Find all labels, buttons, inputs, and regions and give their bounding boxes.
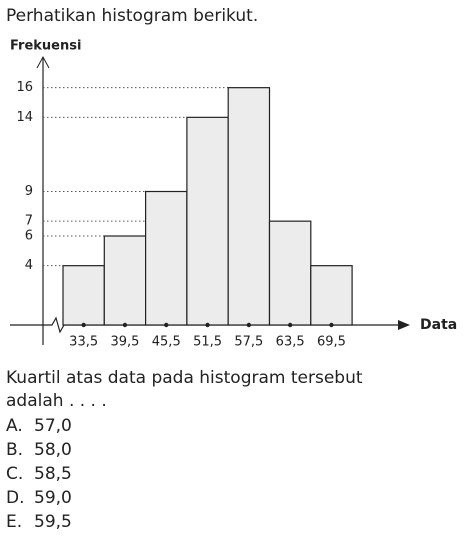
intro: Perhatikan histogram berikut. — [6, 6, 258, 26]
x-axis-label: Data — [420, 317, 457, 333]
bar — [310, 265, 353, 326]
x-tick-dot — [164, 322, 169, 328]
option-letter: E. — [6, 512, 22, 532]
y-axis-label: Frekuensi — [10, 39, 81, 54]
bar — [268, 220, 312, 326]
x-tick-dot — [122, 322, 128, 328]
y-arrow — [36, 55, 50, 69]
x-tick-label: 69,5 — [317, 335, 346, 350]
y-tick-label: 7 — [25, 214, 33, 229]
option-text: 57,0 — [34, 416, 72, 436]
y-tick-label: 6 — [25, 229, 33, 244]
x-tick-label: 45,5 — [152, 335, 181, 350]
x-tick-label: 39,5 — [110, 335, 139, 350]
x-tick-label: 63,5 — [276, 335, 305, 350]
y-tick-label: 4 — [25, 258, 33, 273]
bar — [227, 87, 271, 326]
bar — [145, 190, 188, 326]
question: adalah . . . . — [6, 391, 107, 411]
x-tick-dot — [205, 322, 210, 328]
bar — [62, 265, 105, 326]
option-text: 59,5 — [34, 512, 72, 532]
y-tick-label: 16 — [16, 80, 33, 95]
x-tick-label: 33,5 — [69, 335, 98, 350]
option-letter: A. — [6, 416, 23, 436]
x-tick-label: 57,5 — [234, 335, 263, 350]
x-tick-dot — [246, 322, 252, 328]
question: Kuartil atas data pada histogram tersebu… — [6, 368, 363, 388]
option-text: 58,0 — [34, 440, 72, 460]
x-arrow — [398, 320, 410, 330]
x-tick-dot — [81, 322, 86, 328]
option-text: 59,0 — [34, 488, 72, 508]
bar — [186, 116, 229, 326]
y-tick-label: 14 — [16, 110, 33, 125]
option-letter: C. — [6, 464, 23, 484]
bar — [103, 235, 147, 326]
option-text: 58,5 — [34, 464, 72, 484]
x-tick-dot — [329, 322, 334, 328]
x-tick-dot — [287, 322, 293, 328]
option-letter: D. — [6, 488, 25, 508]
y-tick-label: 9 — [25, 184, 33, 199]
option-letter: B. — [6, 440, 23, 460]
x-tick-label: 51,5 — [193, 335, 222, 350]
